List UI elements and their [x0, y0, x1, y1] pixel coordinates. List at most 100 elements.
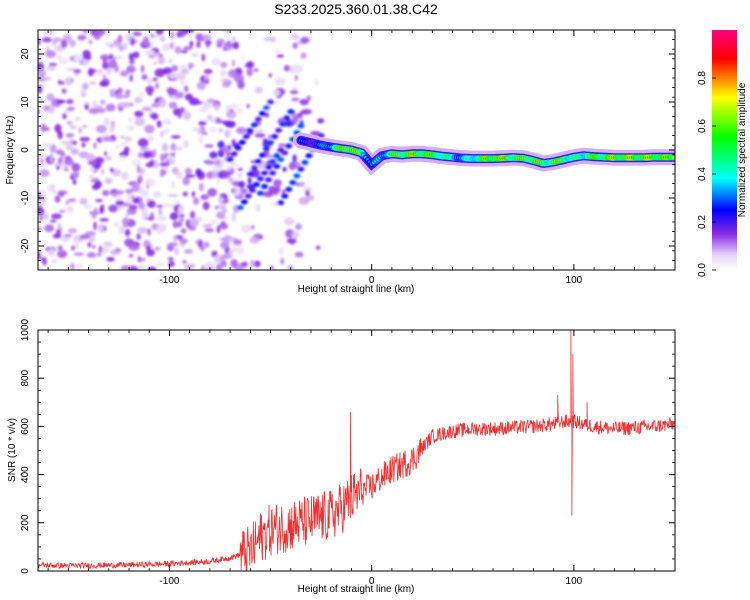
spectrogram-cell — [178, 205, 185, 214]
spectrogram-cell — [87, 159, 97, 166]
spectrogram-cell — [41, 212, 49, 220]
spectrogram-cell — [137, 177, 142, 185]
spectrogram-cell — [106, 256, 115, 262]
spectrogram-cell — [246, 67, 254, 77]
spectrogram-cell — [50, 259, 59, 264]
spectrogram-cell — [140, 64, 145, 73]
spectrogram-cell — [57, 245, 62, 251]
spectrogram-cell — [191, 52, 199, 57]
spectrogram-cell — [189, 210, 196, 219]
spectrogram-cell — [240, 261, 249, 267]
spectrogram-cell — [242, 134, 250, 140]
spectrogram-cell — [58, 79, 62, 85]
spectrogram-cell — [96, 68, 104, 75]
spectrogram-cell — [129, 265, 139, 270]
spectrogram-cell — [55, 99, 66, 104]
spectrogram-cell — [63, 233, 73, 238]
spectrogram-cell — [137, 152, 144, 158]
spectrogram-cell — [96, 253, 102, 257]
spectrogram-cell — [305, 189, 310, 197]
spectrogram-cell — [81, 142, 86, 148]
spectrogram-cell — [162, 118, 172, 125]
spectrogram-cell — [254, 116, 262, 122]
spectrogram-cell — [294, 74, 298, 81]
spectrogram-y-tick-label: -20 — [20, 238, 31, 253]
snr-y-tick-label: 1000 — [20, 318, 31, 341]
spectrogram-cell — [306, 95, 311, 101]
spectrogram-cell — [87, 241, 92, 248]
spectrogram-cell — [180, 50, 188, 54]
spectrogram-cell — [198, 107, 209, 113]
spectrogram-cell — [88, 174, 96, 180]
spectrogram-cell — [214, 103, 219, 112]
spectrogram-cell — [180, 79, 185, 86]
spectrogram-cell — [61, 141, 69, 145]
spectrogram-cell — [109, 53, 114, 60]
spectrogram-cell — [292, 64, 304, 73]
spectrogram-cell — [124, 228, 131, 236]
spectrogram-cell — [172, 152, 176, 157]
spectrogram-cell — [97, 30, 106, 36]
spectrogram-cell — [57, 54, 61, 60]
spectrogram-cell — [155, 30, 164, 36]
colorbar-tick-label: 0.6 — [697, 119, 708, 133]
spectrogram-cell — [204, 144, 215, 148]
spectrogram-cell — [264, 154, 274, 158]
spectrogram-noise — [38, 30, 325, 270]
spectrogram-cell — [111, 193, 118, 197]
spectrogram-cell — [38, 69, 47, 77]
spectrogram-cell — [162, 203, 174, 208]
spectrogram-cell — [285, 186, 293, 192]
spectrogram-cell — [167, 257, 174, 261]
snr-y-tick-label: 200 — [20, 514, 31, 531]
spectrogram-cell — [207, 114, 213, 120]
spectrogram-cell — [230, 258, 238, 268]
spectrogram-cell — [42, 105, 49, 112]
spectrogram-cell — [54, 123, 62, 133]
spectrogram-cell — [103, 241, 113, 247]
spectrogram-cell — [104, 42, 114, 47]
spectrogram-cell — [256, 176, 264, 182]
colorbar: 0.0 0.2 0.4 0.6 0.8 Normalized spectral ampl… — [697, 30, 748, 277]
spectrogram-cell — [118, 155, 127, 161]
spectrogram-cell — [80, 90, 86, 94]
spectrogram-cell — [141, 45, 147, 49]
spectrogram-cell — [106, 180, 112, 185]
spectrogram-cell — [179, 238, 189, 244]
snr-frame — [37, 329, 676, 572]
spectrogram-cell — [201, 53, 206, 62]
snr-x-ticks: -100 0 100 — [47, 330, 676, 587]
spectrogram-cell — [75, 263, 84, 269]
spectrogram-cell — [139, 92, 145, 97]
spectrogram-cell — [39, 97, 44, 103]
spectrogram-cell — [66, 106, 76, 111]
spectrogram-cell — [127, 125, 136, 131]
spectrogram-cell — [170, 143, 177, 152]
spectrogram-cell — [230, 104, 240, 108]
spectrogram-cell — [108, 204, 118, 213]
spectrogram-cell — [227, 69, 238, 78]
spectrogram-cell — [224, 129, 231, 138]
spectrogram-cell — [119, 142, 128, 146]
spectrogram-cell — [131, 159, 142, 167]
spectrogram-y-label: Frequency (Hz) — [5, 116, 16, 185]
spectrogram-cell — [180, 228, 187, 234]
spectrogram-cell — [195, 33, 203, 41]
spectrogram-cell — [109, 124, 114, 134]
spectrogram-cell — [119, 103, 127, 107]
spectrogram-cell — [118, 225, 125, 235]
spectrogram-x-tick-label: -100 — [159, 275, 179, 286]
spectrogram-cell — [65, 146, 73, 150]
spectrogram-cell — [147, 228, 151, 236]
spectrogram-cell — [60, 236, 67, 242]
spectrogram-cell — [157, 230, 162, 236]
spectrogram-cell — [292, 42, 298, 50]
spectrogram-cell — [274, 100, 280, 104]
spectrogram-cell — [51, 213, 62, 220]
spectrogram-cell — [188, 219, 199, 227]
spectrogram-cell — [127, 35, 132, 44]
spectrogram-cell — [283, 64, 291, 72]
spectrogram-cell — [52, 188, 56, 195]
spectrogram-cell — [123, 135, 133, 143]
